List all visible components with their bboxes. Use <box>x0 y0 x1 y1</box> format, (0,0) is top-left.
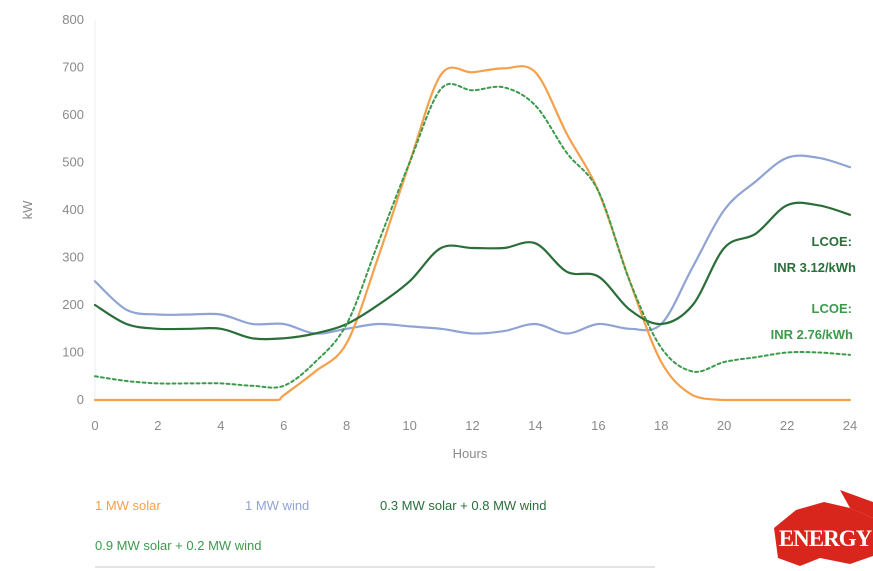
logo-wordmark: ENERGY <box>779 526 873 551</box>
x-tick-label: 14 <box>528 418 542 433</box>
y-tick-label: 200 <box>62 297 84 312</box>
y-tick-label: 800 <box>62 12 84 27</box>
lcoe-annotation-1-label: LCOE: <box>812 234 852 249</box>
y-axis-title: kW <box>20 200 35 220</box>
x-tick-label: 18 <box>654 418 668 433</box>
legend-item-wind: 1 MW wind <box>245 498 310 513</box>
x-tick-label: 16 <box>591 418 605 433</box>
y-tick-label: 600 <box>62 107 84 122</box>
y-tick-label: 300 <box>62 250 84 265</box>
y-tick-label: 400 <box>62 202 84 217</box>
x-tick-label: 6 <box>280 418 287 433</box>
lcoe-annotation-2-label: LCOE: <box>812 301 852 316</box>
series-lines <box>93 65 852 402</box>
y-tick-labels: 0 100 200 300 400 500 600 700 800 <box>62 12 84 407</box>
x-tick-label: 12 <box>465 418 479 433</box>
x-tick-label: 8 <box>343 418 350 433</box>
y-tick-label: 0 <box>77 392 84 407</box>
energy-logo: ENERGY <box>774 490 873 566</box>
y-tick-label: 100 <box>62 345 84 360</box>
lcoe-annotation-1-value: INR 3.12/kWh <box>774 260 856 275</box>
series-line-1 <box>93 65 852 402</box>
x-tick-label: 10 <box>402 418 416 433</box>
x-tick-label: 20 <box>717 418 731 433</box>
legend-divider <box>95 566 655 568</box>
x-axis-title: Hours <box>453 446 488 461</box>
series-line-4 <box>94 83 851 389</box>
legend-item-hybrid-wind-heavy: 0.3 MW solar + 0.8 MW wind <box>380 498 547 513</box>
y-tick-label: 700 <box>62 60 84 75</box>
x-tick-label: 2 <box>154 418 161 433</box>
y-tick-label: 500 <box>62 155 84 170</box>
x-tick-labels: 0 2 4 6 8 10 12 14 16 18 20 22 24 <box>91 418 857 433</box>
lcoe-annotation-2-value: INR 2.76/kWh <box>771 327 853 342</box>
x-tick-label: 24 <box>843 418 857 433</box>
series-line-2 <box>93 154 852 335</box>
legend-item-solar: 1 MW solar <box>95 498 161 513</box>
x-tick-label: 0 <box>91 418 98 433</box>
series-line-3 <box>93 201 852 341</box>
legend-item-hybrid-solar-heavy: 0.9 MW solar + 0.2 MW wind <box>95 538 262 553</box>
x-tick-label: 4 <box>217 418 224 433</box>
x-tick-label: 22 <box>780 418 794 433</box>
